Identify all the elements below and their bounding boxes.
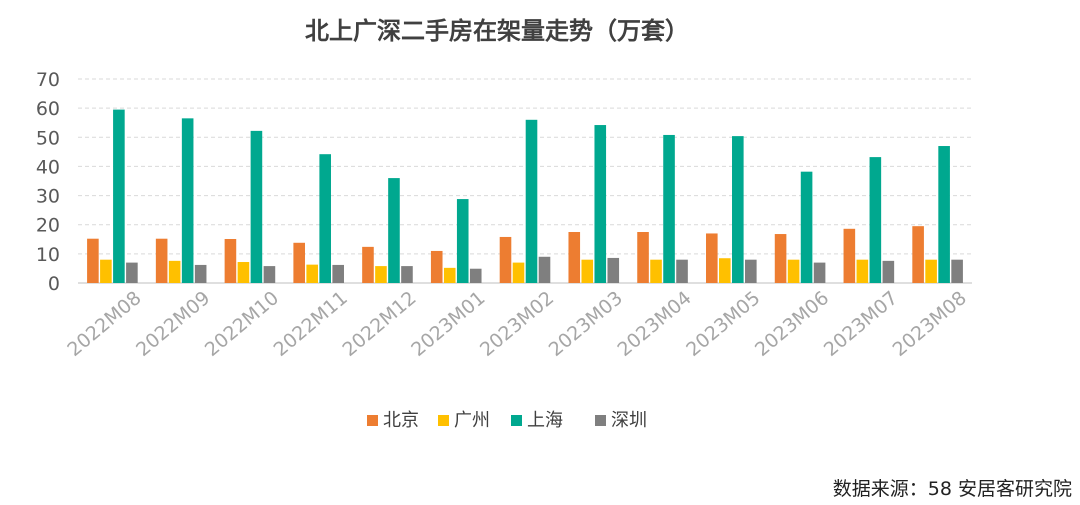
bar-深圳-2023M05 [745, 259, 757, 283]
x-tick-label: 2023M02 [476, 287, 558, 361]
bar-深圳-2023M02 [538, 256, 551, 283]
bar-上海-2023M08 [938, 146, 950, 283]
y-tick-label: 60 [36, 98, 60, 120]
bar-广州-2023M08 [925, 259, 937, 283]
bar-广州-2022M12 [375, 266, 387, 283]
bar-北京-2023M08 [912, 226, 924, 283]
y-tick-label: 0 [48, 273, 60, 295]
bar-上海-2022M12 [388, 178, 400, 283]
bar-深圳-2023M04 [676, 259, 688, 283]
bar-北京-2023M03 [568, 232, 581, 283]
y-tick-label: 20 [36, 215, 60, 237]
legend-label: 广州 [454, 410, 490, 431]
bar-广州-2022M08 [100, 259, 112, 283]
x-tick-label: 2023M01 [407, 287, 489, 361]
y-tick-label: 70 [36, 69, 60, 91]
x-tick-label: 2023M05 [682, 287, 764, 361]
bar-深圳-2023M01 [469, 268, 482, 283]
bar-广州-2023M01 [443, 267, 456, 283]
bar-上海-2022M09 [181, 118, 194, 283]
bar-北京-2022M08 [87, 238, 99, 283]
bar-深圳-2022M11 [332, 264, 344, 283]
y-tick-label: 30 [36, 186, 60, 208]
legend-swatch [511, 415, 522, 426]
bar-深圳-2023M07 [882, 260, 895, 283]
bar-深圳-2022M08 [126, 262, 138, 283]
bar-广州-2023M07 [856, 259, 869, 283]
x-tick-label: 2023M08 [889, 287, 971, 361]
x-tick-label: 2022M08 [63, 287, 145, 361]
x-tick-label: 2022M12 [338, 287, 420, 361]
y-tick-label: 10 [36, 244, 60, 266]
bar-北京-2022M11 [293, 242, 305, 283]
bar-深圳-2022M09 [194, 264, 207, 283]
bar-上海-2022M11 [319, 154, 331, 283]
chart-title: 北上广深二手房在架量走势（万套） [305, 17, 689, 45]
bar-广州-2023M06 [787, 259, 800, 283]
x-axis-ticks: 2022M082022M092022M102022M112022M122023M… [63, 287, 971, 361]
bar-上海-2022M10 [250, 130, 263, 283]
grid-lines [78, 78, 972, 284]
bar-北京-2022M09 [155, 238, 168, 283]
bar-广州-2023M02 [512, 262, 525, 283]
bar-广州-2023M05 [719, 258, 731, 283]
legend: 北京 广州 上海 深圳 [367, 410, 647, 431]
bar-上海-2022M08 [113, 109, 125, 283]
x-tick-label: 2022M10 [201, 287, 283, 361]
data-source-note: 数据来源：58 安居客研究院 [832, 478, 1072, 500]
legend-swatch [367, 415, 378, 426]
legend-swatch [438, 415, 449, 426]
bar-上海-2023M04 [663, 134, 675, 283]
bar-上海-2023M07 [869, 157, 882, 283]
bar-北京-2023M06 [774, 234, 787, 283]
bar-北京-2022M12 [362, 246, 374, 283]
legend-label: 深圳 [611, 410, 647, 431]
bar-北京-2023M05 [706, 233, 718, 283]
bar-广州-2022M10 [237, 262, 250, 283]
legend-swatch [595, 415, 606, 426]
bar-深圳-2023M08 [951, 259, 963, 283]
bar-上海-2023M01 [456, 199, 469, 283]
bar-广州-2023M03 [581, 259, 594, 283]
bar-深圳-2023M06 [813, 262, 826, 283]
bar-广州-2023M04 [650, 259, 662, 283]
bar-广州-2022M11 [306, 264, 318, 283]
bar-广州-2022M09 [168, 260, 181, 283]
x-tick-label: 2022M11 [270, 287, 352, 361]
y-axis-ticks: 0 10 20 30 40 50 60 70 [36, 69, 60, 295]
x-tick-label: 2023M07 [820, 287, 902, 361]
x-tick-label: 2023M06 [751, 287, 833, 361]
bar-上海-2023M02 [525, 119, 538, 283]
y-tick-label: 50 [36, 127, 60, 149]
bars [87, 109, 963, 283]
bar-上海-2023M06 [800, 171, 813, 283]
bar-上海-2023M03 [594, 125, 607, 283]
bar-上海-2023M05 [732, 136, 744, 283]
bar-北京-2023M01 [430, 250, 443, 283]
y-tick-label: 40 [36, 156, 60, 178]
bar-北京-2023M04 [637, 232, 649, 283]
bar-深圳-2023M03 [607, 257, 620, 283]
bar-深圳-2022M12 [401, 266, 413, 283]
x-tick-label: 2023M03 [545, 287, 627, 361]
bar-北京-2023M02 [499, 236, 512, 283]
bar-深圳-2022M10 [263, 266, 276, 283]
bar-北京-2022M10 [224, 238, 237, 283]
bar-北京-2023M07 [843, 228, 856, 283]
x-tick-label: 2022M09 [132, 287, 214, 361]
legend-label: 上海 [527, 410, 563, 431]
x-tick-label: 2023M04 [613, 287, 695, 361]
legend-label: 北京 [383, 410, 419, 431]
